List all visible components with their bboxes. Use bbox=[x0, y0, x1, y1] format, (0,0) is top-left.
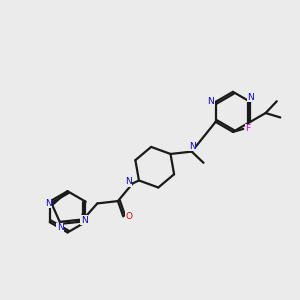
Text: N: N bbox=[208, 97, 214, 106]
Text: N: N bbox=[45, 199, 52, 208]
Text: N: N bbox=[125, 177, 132, 186]
Text: N: N bbox=[248, 93, 254, 102]
Text: N: N bbox=[189, 142, 196, 151]
Text: F: F bbox=[245, 124, 250, 134]
Text: N: N bbox=[57, 223, 63, 232]
Text: N: N bbox=[81, 216, 87, 225]
Text: O: O bbox=[126, 212, 133, 221]
